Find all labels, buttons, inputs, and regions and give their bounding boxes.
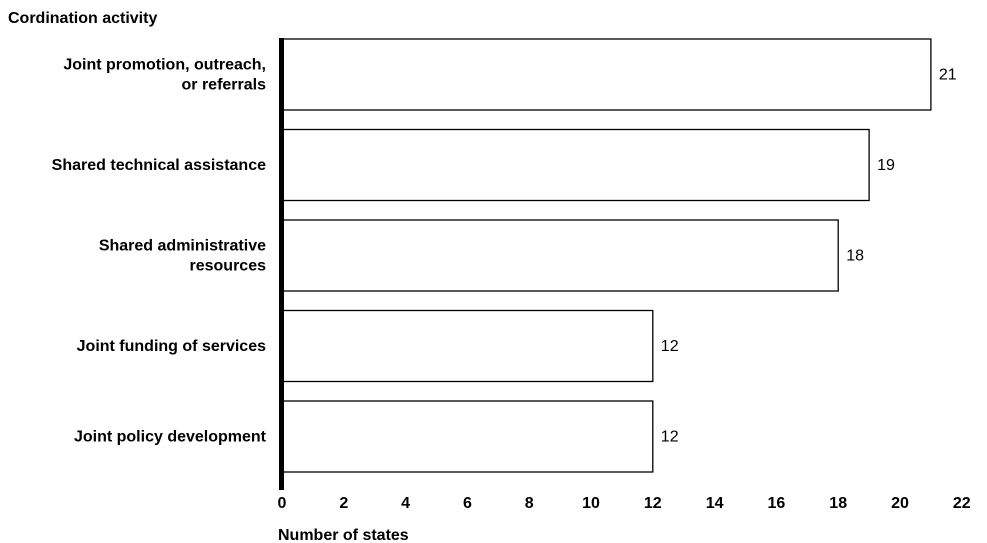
category-label-line: Shared administrative — [99, 238, 266, 255]
category-label: Joint funding of services — [77, 338, 266, 355]
data-labels: 21 19 18 12 12 — [661, 67, 957, 446]
data-label: 19 — [877, 157, 895, 174]
data-label: 21 — [939, 67, 957, 84]
bar — [281, 309, 654, 383]
y-axis-line — [279, 38, 284, 490]
category-label-line: Joint promotion, outreach, — [63, 57, 266, 74]
category-label: Shared administrative resources — [99, 238, 266, 275]
bar — [281, 128, 870, 202]
x-axis-title: Number of states — [278, 527, 409, 543]
data-label: 12 — [661, 429, 679, 446]
x-tick-label: 20 — [891, 495, 909, 512]
category-label-line: resources — [190, 258, 267, 275]
category-label-line: or referrals — [182, 77, 267, 94]
x-tick-label: 22 — [953, 495, 971, 512]
bar — [281, 400, 654, 473]
x-tick-labels: 0 2 4 6 8 10 12 14 16 18 20 22 — [278, 495, 971, 512]
category-label: Joint promotion, outreach, or referrals — [63, 57, 266, 94]
bar — [281, 219, 839, 292]
x-tick-label: 6 — [463, 495, 472, 512]
x-tick-label: 4 — [401, 495, 410, 512]
x-tick-label: 14 — [706, 495, 724, 512]
data-label: 12 — [661, 338, 679, 355]
x-tick-label: 18 — [829, 495, 847, 512]
x-tick-label: 8 — [525, 495, 534, 512]
x-tick-label: 2 — [339, 495, 348, 512]
category-labels: Joint promotion, outreach, or referrals Sh… — [52, 57, 267, 446]
x-tick-label: 12 — [644, 495, 662, 512]
x-tick-label: 0 — [278, 495, 287, 512]
category-label-line: Joint funding of services — [77, 338, 266, 355]
category-label-line: Shared technical assistance — [52, 157, 266, 174]
x-tick-label: 10 — [582, 495, 600, 512]
category-label-line: Joint policy development — [74, 429, 267, 446]
y-axis-title: Cordination activity — [8, 10, 157, 27]
category-label: Shared technical assistance — [52, 157, 266, 174]
bars-group — [281, 38, 932, 473]
category-label: Joint policy development — [74, 429, 267, 446]
bar — [281, 38, 932, 111]
x-tick-label: 16 — [768, 495, 786, 512]
data-label: 18 — [846, 248, 864, 265]
